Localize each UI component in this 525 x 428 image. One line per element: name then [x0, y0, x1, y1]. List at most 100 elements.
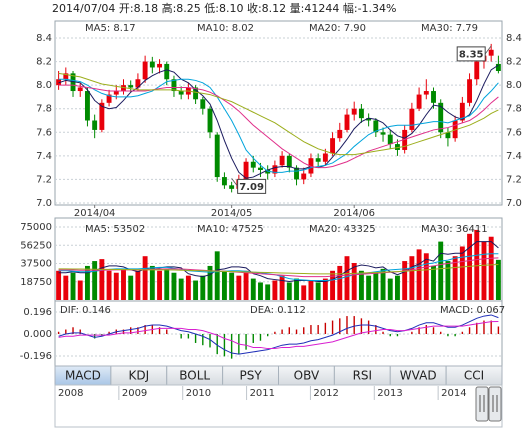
legend-entry: DEA: 0.112 [250, 305, 306, 316]
candle-body [250, 161, 256, 168]
candle-body [207, 108, 213, 133]
volume-bar [200, 275, 206, 300]
handle-left[interactable] [475, 386, 489, 422]
y-tick-label: 75000 [20, 222, 52, 233]
volume-bar [495, 259, 501, 300]
volume-bar [92, 261, 98, 300]
volume-bar [294, 278, 299, 300]
ma-line [58, 78, 499, 173]
y-tick-label: 8.2 [36, 57, 52, 68]
tab-label[interactable]: MACD [65, 369, 101, 383]
volume-bar [243, 270, 249, 300]
panel: 7.0 7.0 7.2 7.2 7.4 7.4 7.6 7.6 7.8 7.8 8.0 8.0 8.2 8… [36, 20, 522, 219]
y-tick-label: 7.2 [36, 174, 52, 185]
legend-entry: MA20: 7.90 [309, 23, 366, 34]
tab-label[interactable]: RSI [353, 369, 373, 383]
volume-bar [416, 249, 422, 300]
scroll-handles[interactable] [475, 386, 502, 422]
candle-body [431, 91, 436, 103]
tab-label[interactable]: CCI [464, 369, 484, 383]
candle-body [229, 185, 235, 189]
legend-entry: MA30: 7.79 [421, 23, 478, 34]
y-tick-label: 56250 [20, 240, 52, 251]
volume-bar [409, 256, 415, 300]
timeline: 2008 2009 2010 2011 2012 2013 2014 [54, 386, 467, 400]
tab-label[interactable]: WVAD [400, 369, 437, 383]
candle-body [351, 108, 357, 115]
legend-entry: MA10: 47525 [197, 224, 264, 235]
volume-bar [438, 241, 444, 300]
candle-body [488, 49, 494, 56]
y-tick-label-right: 7.6 [506, 127, 522, 138]
candle-body [301, 173, 307, 180]
volume-bar [322, 278, 328, 300]
candle-body [77, 87, 83, 92]
volume-bar [380, 268, 386, 300]
x-tick-label: 2014/05 [211, 208, 253, 219]
quote-header: 2014/07/04 开:8.18 高:8.25 低:8.10 收:8.12 量… [52, 1, 397, 15]
volume-bar [193, 280, 199, 300]
candle-body [272, 165, 278, 174]
volume-bar [423, 253, 429, 300]
x-tick-label: 2014/04 [74, 208, 116, 219]
volume-bar [308, 280, 314, 300]
candle-body [495, 63, 501, 71]
volume-bar [99, 259, 105, 300]
y-tick-label-right: 7.0 [506, 198, 522, 209]
candle-body [56, 79, 62, 86]
volume-bar [474, 229, 480, 300]
handle-right[interactable] [488, 386, 502, 422]
volume-bar [157, 270, 162, 300]
y-tick-label: 18750 [20, 277, 52, 288]
candle-body [286, 155, 292, 168]
tab-label[interactable]: OBV [294, 369, 320, 383]
volume-bar [402, 261, 408, 300]
volume-bar [366, 275, 372, 300]
candle-body [164, 63, 170, 80]
candle-body [474, 61, 480, 80]
candle-body [142, 61, 148, 80]
volume-bar [265, 284, 271, 300]
y-tick-label-right: 8.4 [506, 33, 522, 44]
y-tick-label: 8.0 [36, 80, 52, 91]
y-tick-label: 7.4 [36, 151, 52, 162]
y-tick-label: 7.8 [36, 104, 52, 115]
chart-layer: 7.0 7.0 7.2 7.2 7.4 7.4 7.6 7.6 7.8 7.8 8.0 8.0 8.2 8… [20, 20, 522, 386]
legend-entry: MA5: 53502 [85, 224, 145, 235]
ma-line [58, 264, 499, 275]
candle-body [243, 161, 249, 180]
candle-body [467, 79, 473, 103]
candle-body [445, 132, 451, 139]
y-tick-label-right: 7.8 [506, 104, 522, 115]
volume-bar [258, 282, 263, 300]
volume-bar [164, 268, 170, 300]
legend-entry: MA20: 43325 [309, 224, 376, 235]
tab-label[interactable]: KDJ [128, 369, 149, 383]
legend-entry: MA10: 8.02 [197, 23, 254, 34]
callout-line [484, 45, 492, 55]
volume-bar [272, 280, 278, 300]
volume-bar [121, 268, 126, 300]
tab-label[interactable]: BOLL [179, 369, 210, 383]
tab-label[interactable]: PSY [239, 369, 262, 383]
callout-line [231, 178, 238, 187]
volume-bar [459, 246, 465, 300]
candle-body [373, 120, 379, 133]
candle-body [315, 158, 321, 162]
timeline-year: 2012 [313, 388, 338, 399]
y-tick-label: 0.000 [23, 329, 52, 340]
y-tick-label: 8.4 [36, 33, 52, 44]
panel: 18750 37500 56250 75000 MA5: 53502 MA10: 4752… [20, 217, 503, 302]
y-tick-label: -0.196 [20, 351, 52, 362]
candle-body [200, 99, 206, 109]
timeline-year: 2011 [250, 388, 275, 399]
volume-bar [207, 265, 213, 300]
candle-body [366, 118, 372, 121]
volume-bar [185, 275, 191, 300]
volume-bar [56, 270, 62, 300]
volume-bar [315, 282, 321, 300]
volume-bar [229, 272, 235, 300]
volume-bar [337, 265, 343, 300]
